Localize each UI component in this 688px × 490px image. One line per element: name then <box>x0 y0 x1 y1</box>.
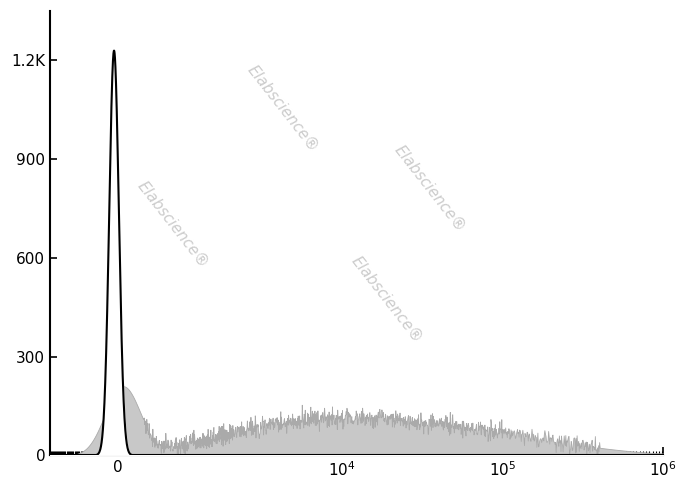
Text: Elabscience®: Elabscience® <box>134 178 211 270</box>
Text: Elabscience®: Elabscience® <box>391 143 469 235</box>
Text: Elabscience®: Elabscience® <box>349 254 426 346</box>
Text: Elabscience®: Elabscience® <box>245 63 321 155</box>
